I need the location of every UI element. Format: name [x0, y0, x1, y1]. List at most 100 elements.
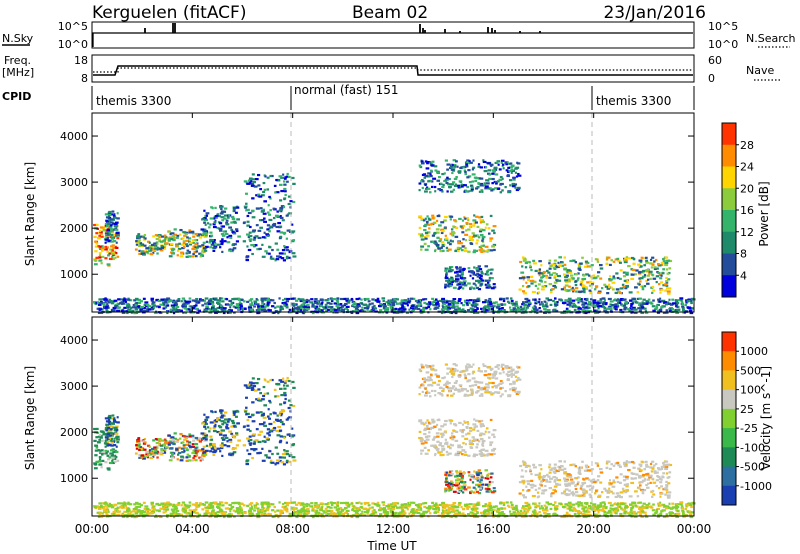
velocity-echo-cell: [480, 479, 483, 482]
power-echo-cell: [537, 272, 542, 275]
power-echo-cell: [157, 299, 161, 302]
velocity-echo-cell: [583, 495, 586, 498]
velocity-echo-cell: [242, 444, 247, 447]
power-echo-cell: [487, 227, 491, 230]
power-echo-cell: [455, 267, 459, 270]
power-echo-cell: [445, 279, 449, 282]
power-echo-cell: [461, 245, 465, 248]
power-echo-cell: [440, 311, 443, 315]
power-echo-cell: [157, 234, 162, 237]
velocity-echo-cell: [474, 488, 477, 491]
power-echo-cell: [424, 248, 429, 251]
power-echo-cell: [191, 232, 195, 235]
power-echo-cell: [575, 305, 579, 309]
velocity-echo-cell: [191, 436, 195, 439]
velocity-echo-cell: [104, 436, 109, 439]
power-echo-cell: [184, 231, 189, 234]
velocity-echo-cell: [112, 432, 115, 435]
power-echo-cell: [294, 299, 299, 302]
power-echo-cell: [522, 278, 525, 281]
power-echo-cell: [231, 217, 236, 221]
power-echo-cell: [459, 242, 463, 245]
power-echo-cell: [560, 264, 565, 267]
power-echo-cell: [374, 307, 377, 310]
velocity-echo-cell: [267, 408, 270, 411]
velocity-echo-cell: [498, 382, 503, 385]
power-echo-cell: [477, 281, 481, 284]
power-echo-cell: [586, 297, 589, 301]
velocity-echo-cell: [505, 367, 508, 370]
velocity-echo-cell: [569, 478, 574, 481]
velocity-echo-cell: [427, 421, 431, 424]
velocity-echo-cell: [272, 411, 276, 414]
velocity-echo-cell: [479, 423, 483, 426]
power-echo-cell: [584, 311, 588, 315]
power-echo-cell: [472, 251, 476, 254]
power-echo-cell: [310, 298, 314, 301]
velocity-echo-cell: [427, 384, 430, 387]
power-echo-cell: [477, 163, 481, 166]
velocity-echo-cell: [159, 453, 164, 456]
power-echo-cell: [466, 303, 469, 307]
velocity-echo-cell: [577, 471, 582, 474]
velocity-echo-cell: [510, 375, 513, 378]
velocity-echo-cell: [211, 445, 216, 448]
velocity-echo-cell: [471, 439, 476, 442]
power-echo-cell: [494, 173, 499, 176]
power-echo-cell: [574, 280, 578, 283]
power-echo-cell: [431, 160, 435, 163]
power-echo-cell: [447, 241, 451, 244]
velocity-echo-cell: [442, 453, 445, 456]
power-echo-cell: [518, 288, 522, 291]
power-echo-cell: [250, 184, 255, 187]
velocity-echo-cell: [564, 480, 569, 483]
power-echo-cell: [353, 305, 357, 309]
power-echo-cell: [450, 163, 454, 166]
power-echo-cell: [658, 273, 662, 276]
velocity-echo-cell: [436, 423, 439, 427]
velocity-echo-cell: [424, 421, 427, 424]
velocity-echo-cell: [423, 446, 427, 449]
power-echo-cell: [200, 299, 204, 302]
power-echo-cell: [226, 303, 230, 306]
cpid-segment-1: themis 3300: [96, 94, 171, 108]
power-echo-cell: [470, 186, 474, 189]
power-echo-cell: [182, 311, 185, 314]
power-echo-cell: [414, 305, 418, 309]
power-echo-cell: [475, 249, 478, 253]
nsky-tick-low: 10^0: [58, 38, 88, 51]
velocity-echo-cell: [501, 381, 504, 384]
power-echo-cell: [284, 193, 287, 197]
velocity-echo-cell: [261, 459, 266, 462]
power-echo-cell: [568, 305, 573, 308]
power-echo-cell: [205, 302, 209, 305]
velocity-echo-cell: [501, 368, 504, 372]
velocity-echo-cell: [204, 427, 207, 430]
power-echo-cell: [462, 238, 465, 241]
velocity-echo-cell: [645, 463, 649, 466]
velocity-echo-cell: [476, 476, 480, 479]
power-echo-cell: [622, 285, 626, 289]
power-echo-cell: [175, 305, 180, 309]
power-echo-cell: [99, 301, 103, 304]
power-echo-cell: [283, 303, 287, 306]
power-echo-cell: [290, 223, 294, 226]
velocity-echo-cell: [269, 378, 272, 382]
power-echo-cell: [471, 277, 475, 280]
velocity-echo-cell: [155, 441, 159, 445]
velocity-echo-cell: [514, 390, 517, 393]
velocity-echo-cell: [454, 369, 457, 372]
velocity-echo-cell: [466, 420, 469, 424]
velocity-echo-cell: [594, 490, 598, 493]
power-echo-cell: [210, 234, 214, 237]
power-echo-cell: [189, 310, 193, 313]
power-echo-cell: [112, 214, 116, 217]
power-echo-cell: [203, 221, 206, 224]
velocity-echo-cell: [104, 442, 108, 445]
power-echo-cell: [108, 210, 112, 214]
power-echo-cell: [288, 175, 291, 179]
power-echo-cell: [187, 308, 191, 311]
velocity-echo-cell: [474, 425, 478, 428]
power-echo-cell: [577, 301, 580, 304]
power-echo-cell: [266, 176, 270, 179]
